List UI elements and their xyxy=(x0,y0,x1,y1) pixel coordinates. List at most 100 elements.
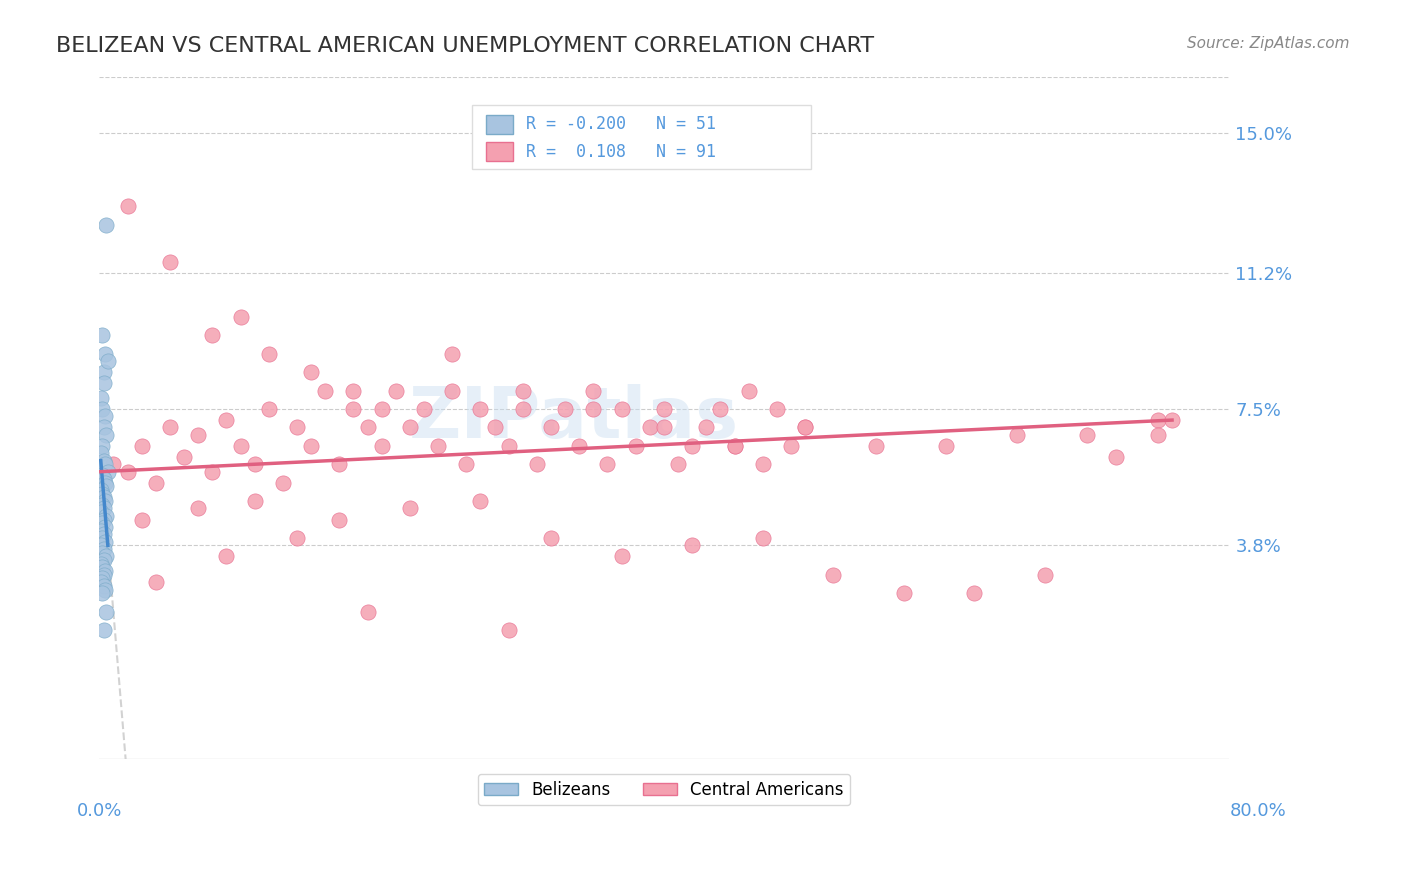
Point xyxy=(91,516,114,531)
Point xyxy=(582,384,605,398)
Point xyxy=(93,453,115,467)
Point xyxy=(257,402,280,417)
Point xyxy=(94,409,117,424)
Point xyxy=(90,446,112,460)
Point xyxy=(582,402,605,417)
Point xyxy=(97,354,120,368)
Point xyxy=(1161,413,1184,427)
Point xyxy=(652,402,675,417)
Point xyxy=(695,420,717,434)
Text: R =  0.108   N = 91: R = 0.108 N = 91 xyxy=(526,143,716,161)
Point xyxy=(91,560,114,574)
Point xyxy=(794,420,817,434)
Point xyxy=(93,420,115,434)
Point xyxy=(299,365,322,379)
Point xyxy=(94,347,117,361)
FancyBboxPatch shape xyxy=(485,115,513,134)
Point xyxy=(91,468,114,483)
Point xyxy=(568,439,591,453)
Point xyxy=(751,531,773,545)
Point xyxy=(342,402,364,417)
Point xyxy=(328,458,350,472)
Point xyxy=(498,623,520,637)
Point xyxy=(370,439,392,453)
Point xyxy=(441,347,464,361)
Point xyxy=(93,623,115,637)
Point xyxy=(370,402,392,417)
Point xyxy=(131,439,153,453)
Point xyxy=(159,254,181,268)
Point xyxy=(540,531,562,545)
Point xyxy=(299,439,322,453)
Text: BELIZEAN VS CENTRAL AMERICAN UNEMPLOYMENT CORRELATION CHART: BELIZEAN VS CENTRAL AMERICAN UNEMPLOYMEN… xyxy=(56,36,875,55)
Point xyxy=(173,450,195,464)
Point xyxy=(342,384,364,398)
Point xyxy=(1147,413,1170,427)
Point xyxy=(96,549,118,564)
Point xyxy=(131,512,153,526)
Point xyxy=(201,328,224,343)
Point xyxy=(498,439,520,453)
Point xyxy=(243,458,266,472)
Point xyxy=(93,512,115,526)
Point xyxy=(91,586,114,600)
Point xyxy=(737,384,759,398)
Point xyxy=(215,413,238,427)
Point xyxy=(624,439,647,453)
Point xyxy=(93,365,115,379)
Point xyxy=(328,512,350,526)
Point xyxy=(1104,450,1126,464)
Text: ZIPatlas: ZIPatlas xyxy=(409,384,738,453)
Point xyxy=(1076,427,1098,442)
Point xyxy=(93,567,115,582)
Point xyxy=(94,475,117,490)
Point xyxy=(96,218,118,232)
Point xyxy=(187,427,209,442)
Point xyxy=(399,420,422,434)
Point xyxy=(427,439,450,453)
Text: 80.0%: 80.0% xyxy=(1230,802,1286,820)
Point xyxy=(90,575,112,590)
Point xyxy=(93,579,115,593)
Point xyxy=(271,475,294,490)
Point xyxy=(93,491,115,505)
Point xyxy=(610,549,633,564)
Point xyxy=(681,538,703,552)
Point xyxy=(554,402,576,417)
Point xyxy=(470,494,492,508)
Point xyxy=(90,538,112,552)
Point xyxy=(540,420,562,434)
Point xyxy=(596,458,619,472)
Point xyxy=(229,439,252,453)
Point xyxy=(93,376,115,391)
Point xyxy=(215,549,238,564)
Point xyxy=(96,605,118,619)
Point xyxy=(91,572,114,586)
Point xyxy=(117,465,139,479)
Point xyxy=(666,458,689,472)
Point xyxy=(91,487,114,501)
Point xyxy=(91,531,114,545)
Point xyxy=(652,420,675,434)
Point xyxy=(356,605,378,619)
Point xyxy=(91,439,114,453)
Point xyxy=(751,458,773,472)
Point xyxy=(91,498,114,512)
Point xyxy=(93,501,115,516)
Point xyxy=(285,420,308,434)
Point xyxy=(512,402,534,417)
Point xyxy=(780,439,803,453)
Point xyxy=(963,586,986,600)
Point xyxy=(1005,427,1028,442)
Point xyxy=(484,420,506,434)
Point xyxy=(90,524,112,538)
Text: Source: ZipAtlas.com: Source: ZipAtlas.com xyxy=(1187,36,1350,51)
Point xyxy=(709,402,731,417)
Point xyxy=(96,427,118,442)
Point xyxy=(865,439,887,453)
Point xyxy=(90,483,112,497)
Point xyxy=(96,479,118,493)
Point xyxy=(201,465,224,479)
Point xyxy=(93,553,115,567)
Point xyxy=(96,508,118,523)
